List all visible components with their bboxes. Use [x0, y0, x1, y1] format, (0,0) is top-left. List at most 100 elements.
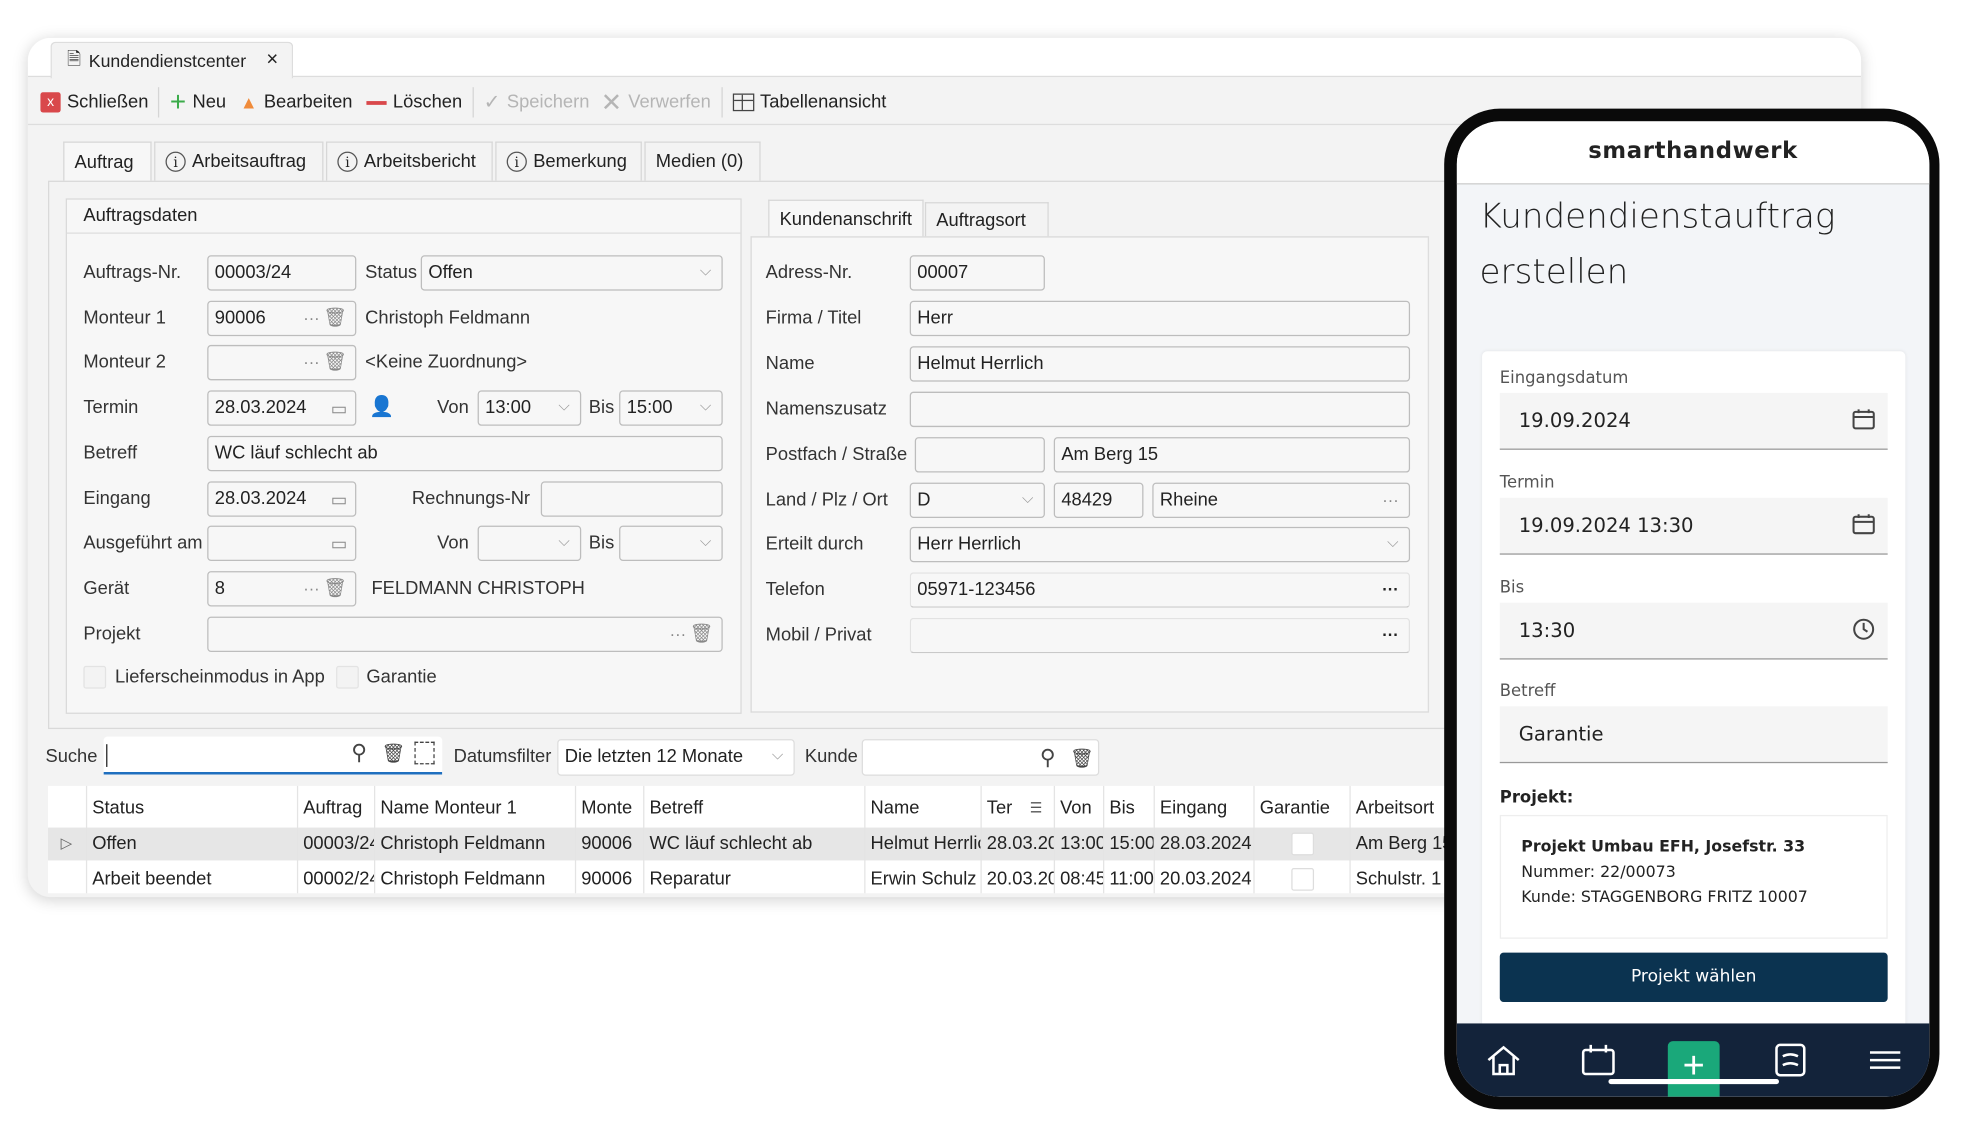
close-tab-icon[interactable]: ×	[266, 49, 279, 71]
trash-icon[interactable]: 🗑	[323, 351, 348, 373]
tab-kundendienstcenter[interactable]: 🗎 Kundendienstcenter ×	[50, 41, 294, 79]
tab-medien[interactable]: Medien (0)	[644, 141, 761, 181]
more-icon[interactable]: ···	[303, 578, 320, 598]
calendar-icon[interactable]: ▭	[330, 533, 348, 554]
tab-auftragsort[interactable]: Auftragsort	[924, 202, 1049, 238]
column-header[interactable]: Von	[1060, 798, 1092, 819]
more-icon[interactable]: ···	[1382, 579, 1399, 599]
tab-auftrag[interactable]: Auftrag	[63, 141, 152, 182]
home-icon[interactable]	[1485, 1041, 1523, 1079]
projekt-field[interactable]: ··· 🗑	[207, 616, 723, 652]
column-header[interactable]: Monte	[581, 798, 633, 819]
trash-icon[interactable]: 🗑	[381, 742, 406, 765]
search-input[interactable]: ⚲ 🗑	[103, 736, 443, 775]
menu-icon[interactable]	[1866, 1041, 1904, 1079]
auftrags-nr-field[interactable]: 00003/24	[207, 255, 357, 291]
clock-icon[interactable]	[1852, 618, 1875, 641]
more-icon[interactable]: ···	[669, 624, 687, 644]
garantie-checkbox[interactable]	[1291, 832, 1315, 856]
mobile-field[interactable]: 19.09.2024	[1499, 392, 1888, 450]
strasse-field[interactable]: Am Berg 15	[1053, 437, 1411, 473]
mobile-field[interactable]: 19.09.2024 13:30	[1499, 497, 1888, 555]
table-cell: 08:45	[1060, 869, 1104, 890]
calendar-icon[interactable]	[1579, 1041, 1617, 1079]
column-header[interactable]: Ter	[986, 798, 1013, 819]
mobile-field[interactable]: Garantie	[1499, 706, 1888, 764]
search-icon[interactable]: ⚲	[351, 740, 367, 765]
monteur2-field[interactable]: ··· 🗑	[207, 344, 357, 381]
termin-date-field[interactable]: 28.03.2024 ▭	[207, 390, 357, 426]
more-icon[interactable]: ···	[303, 352, 320, 372]
discard-button[interactable]: Verwerfen	[628, 92, 711, 113]
save-button[interactable]: Speichern	[506, 92, 590, 113]
mobil-field[interactable]: ···	[909, 617, 1411, 654]
trash-icon[interactable]: 🗑	[1070, 747, 1095, 770]
column-header[interactable]: Auftrag	[303, 798, 363, 819]
more-icon[interactable]: ···	[1382, 490, 1399, 510]
calendar-icon[interactable]	[1852, 408, 1875, 431]
filter-icon[interactable]: ☰	[1029, 801, 1043, 817]
plz-field[interactable]: 48429	[1053, 482, 1144, 519]
address-field[interactable]: Herr	[909, 300, 1411, 337]
column-header[interactable]: Eingang	[1159, 798, 1228, 819]
column-header[interactable]: Status	[92, 798, 145, 819]
new-button[interactable]: Neu	[192, 92, 227, 113]
betreff-field[interactable]: WC läuf schlecht ab	[207, 435, 723, 472]
search-icon[interactable]: ⚲	[1039, 745, 1056, 770]
more-icon[interactable]: ···	[303, 308, 320, 328]
von2-select[interactable]	[477, 524, 582, 561]
scan-search-icon[interactable]	[414, 741, 435, 765]
close-button[interactable]: Schließen	[66, 92, 149, 113]
telefon-field[interactable]: 05971-123456 ···	[909, 572, 1411, 608]
address-field[interactable]: Helmut Herrlich	[909, 346, 1411, 382]
add-icon[interactable]: +	[1667, 1041, 1720, 1097]
von-select[interactable]: 13:00	[477, 389, 582, 426]
column-header[interactable]: Garantie	[1259, 798, 1330, 819]
geraet-field[interactable]: 8 ··· 🗑	[207, 571, 357, 607]
eingang-date-field[interactable]: 28.03.2024 ▭	[207, 481, 357, 517]
tab-arbeitsbericht[interactable]: i Arbeitsbericht	[325, 141, 493, 181]
adress-nr-field[interactable]: 00007	[909, 255, 1045, 291]
edit-button[interactable]: Bearbeiten	[263, 92, 353, 113]
mobile-field[interactable]: 13:30	[1499, 602, 1888, 660]
tab-bemerkung[interactable]: i Bemerkung	[495, 141, 642, 181]
column-header[interactable]: Betreff	[649, 798, 704, 819]
address-field[interactable]	[909, 391, 1411, 428]
bis-select[interactable]: 15:00	[619, 389, 723, 426]
rechnungs-nr-field[interactable]	[540, 481, 723, 517]
label: Projekt	[83, 624, 141, 645]
erteilt-durch-select[interactable]: Herr Herrlich	[909, 526, 1411, 563]
person-icon[interactable]: 👤	[368, 396, 395, 419]
postfach-field[interactable]	[914, 437, 1045, 473]
trash-icon[interactable]: 🗑	[689, 622, 714, 645]
calendar-icon[interactable]: ▭	[330, 398, 348, 419]
projekt-label: Projekt:	[1499, 788, 1574, 808]
column-header[interactable]: Arbeitsort	[1355, 798, 1435, 819]
field-label: Termin	[1499, 473, 1555, 493]
trash-icon[interactable]: 🗑	[323, 577, 348, 599]
garantie-checkbox[interactable]	[1291, 868, 1315, 891]
datumsfilter-select[interactable]: Die letzten 12 Monate	[557, 738, 795, 776]
calendar-icon[interactable]	[1852, 513, 1875, 536]
delete-button[interactable]: Löschen	[392, 92, 463, 113]
column-header[interactable]: Name Monteur 1	[380, 798, 517, 819]
garantie-checkbox[interactable]	[336, 665, 359, 689]
trash-icon[interactable]: 🗑	[323, 307, 348, 329]
monteur1-field[interactable]: 90006 ··· 🗑	[207, 300, 357, 337]
ausgefuehrt-date-field[interactable]: ▭	[207, 525, 357, 561]
land-select[interactable]: D	[909, 481, 1045, 519]
ort-field[interactable]: Rheine ···	[1152, 482, 1411, 519]
kunde-input[interactable]: ⚲ 🗑	[861, 739, 1100, 776]
column-header[interactable]: Bis	[1109, 798, 1135, 819]
bis2-select[interactable]	[619, 524, 723, 561]
table-view-button[interactable]: Tabellenansicht	[760, 92, 887, 113]
tab-kundenanschrift[interactable]: Kundenanschrift	[768, 199, 924, 238]
tab-arbeitsauftrag[interactable]: i Arbeitsauftrag	[154, 141, 324, 181]
lieferschein-checkbox[interactable]	[83, 665, 107, 689]
projekt-waehlen-button[interactable]: Projekt wählen	[1499, 952, 1888, 1002]
scanner-icon[interactable]	[1771, 1041, 1809, 1079]
more-icon[interactable]: ···	[1382, 625, 1399, 645]
calendar-icon[interactable]: ▭	[330, 488, 348, 510]
status-select[interactable]: Offen	[420, 254, 723, 291]
column-header[interactable]: Name	[870, 798, 920, 819]
